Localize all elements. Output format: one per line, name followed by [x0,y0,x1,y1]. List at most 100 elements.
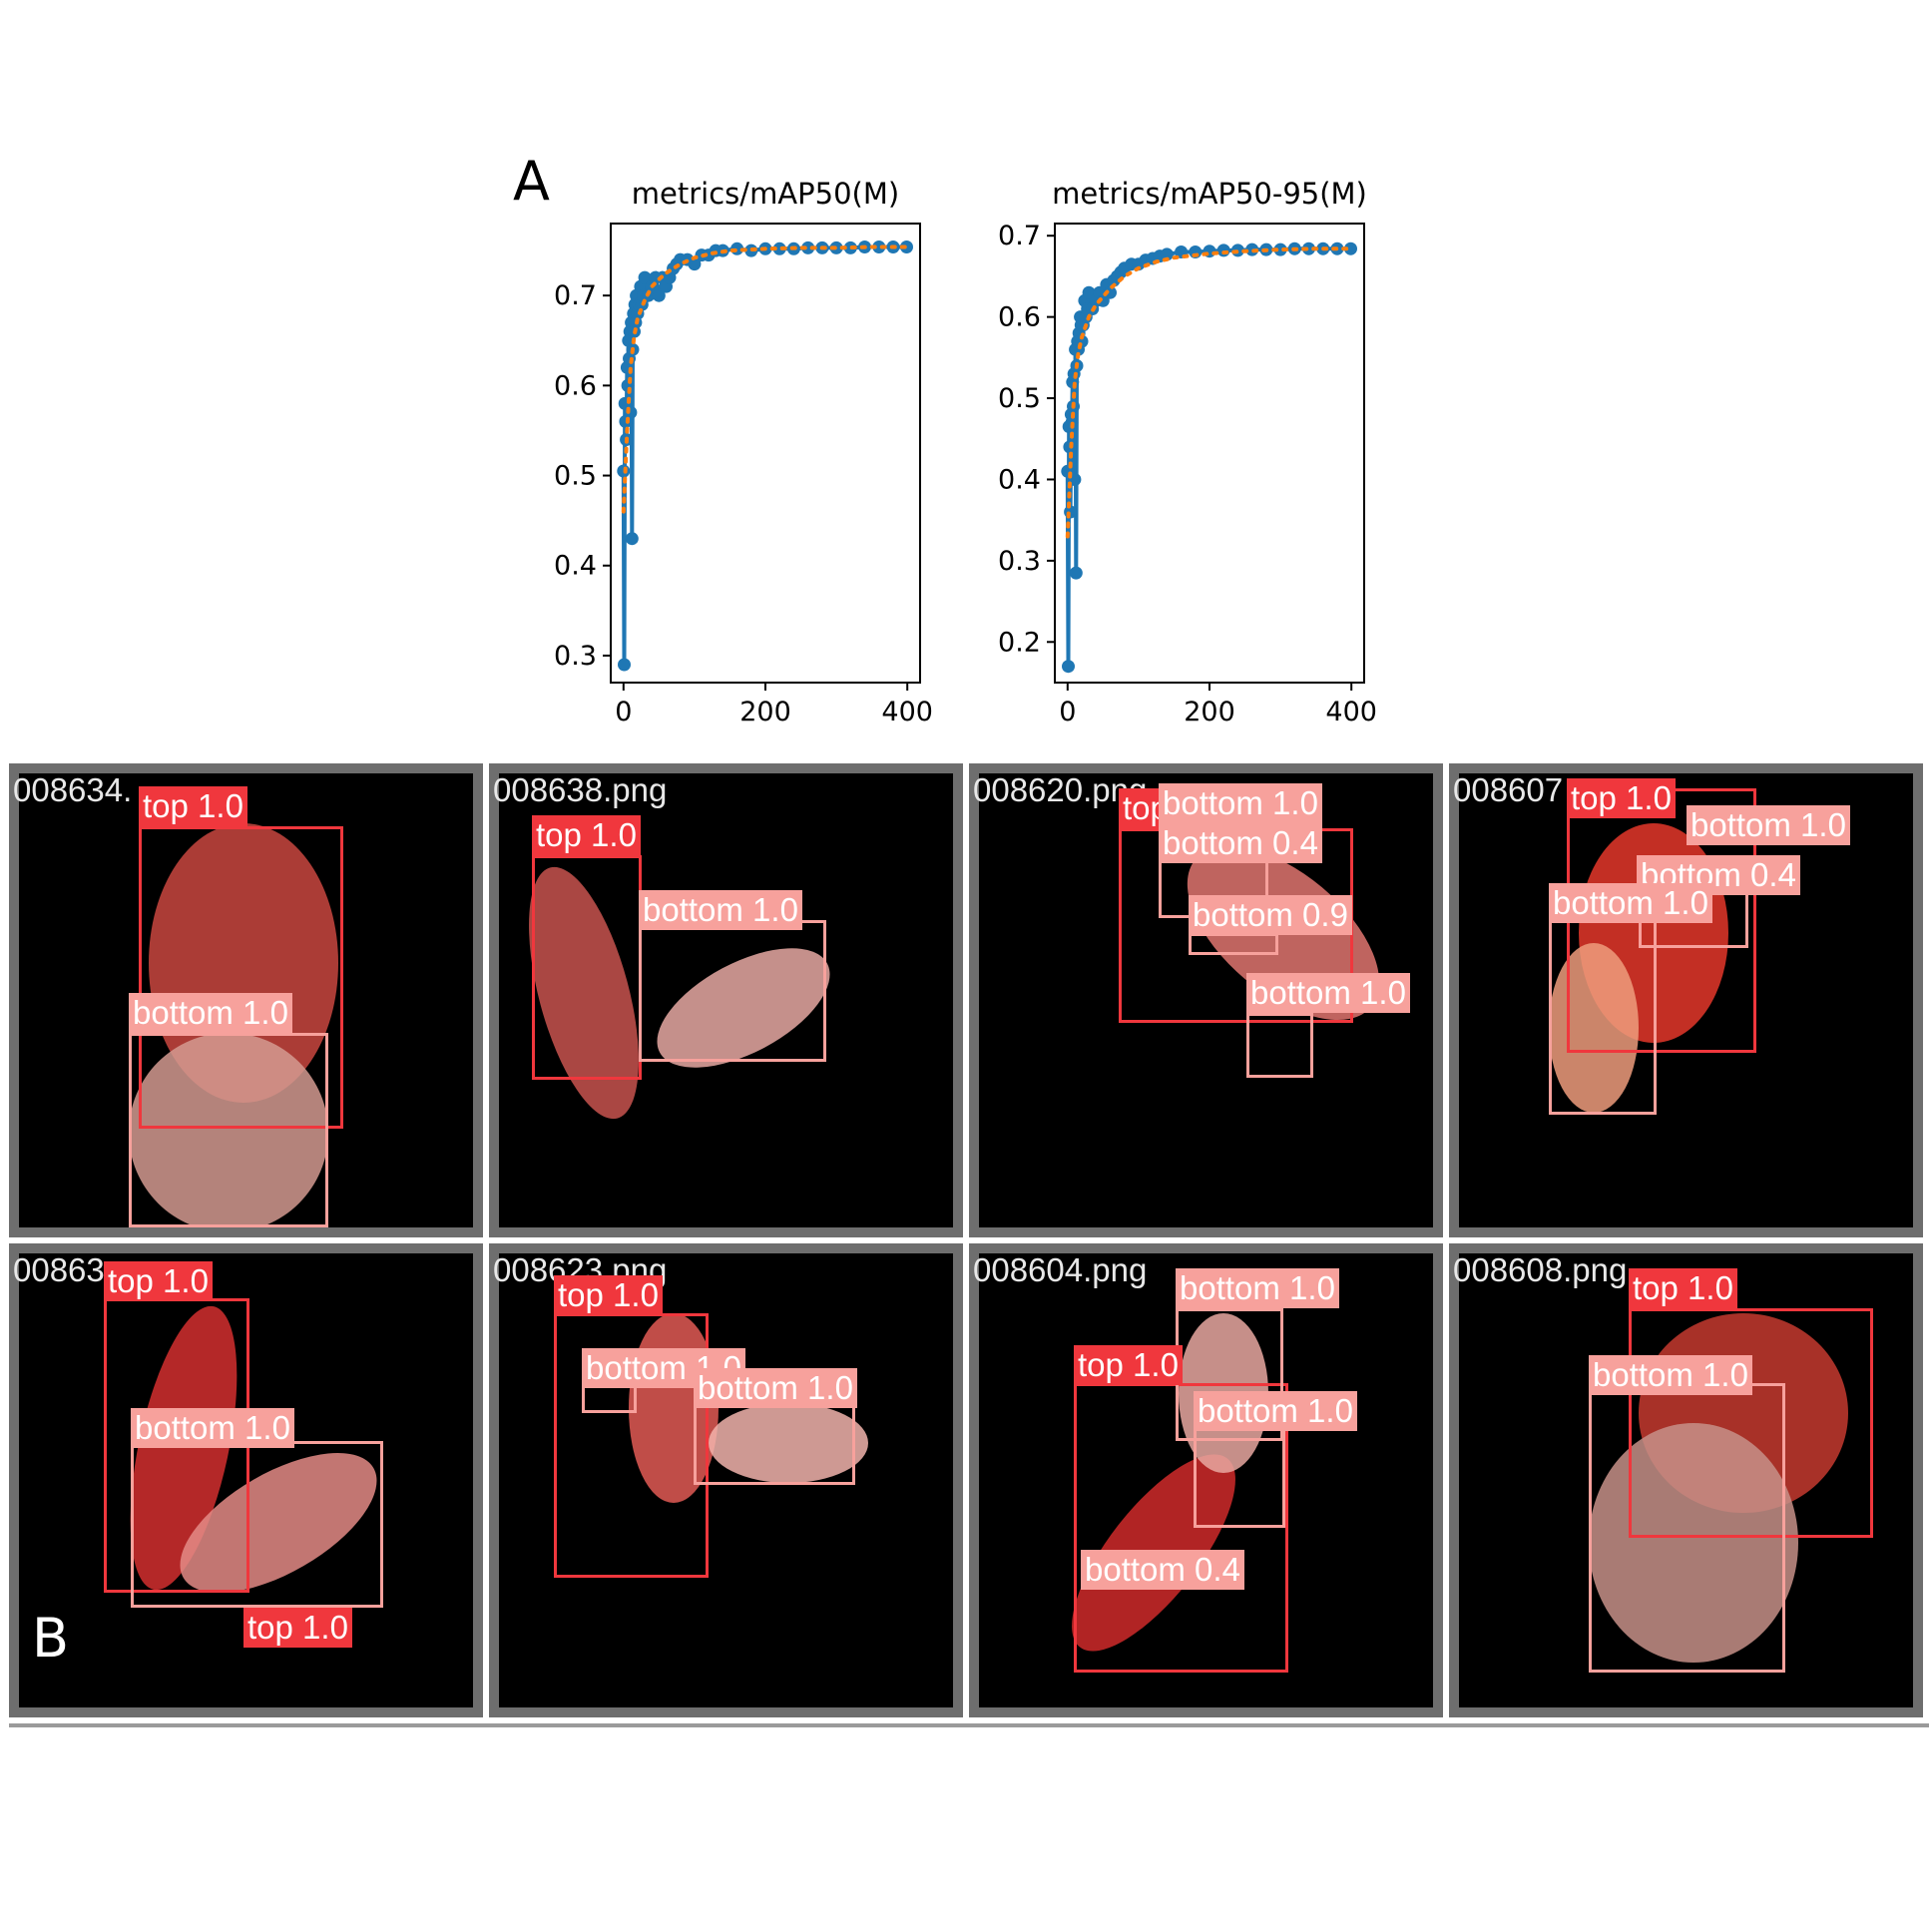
bbox-bottom [1246,1013,1313,1078]
panel-label-a: A [513,150,550,213]
chart-title: metrics/mAP50-95(M) [1052,177,1367,211]
x-tick-label: 200 [1184,697,1235,727]
goldfish-bottom-shape [1549,943,1639,1113]
label-tag-bottom: bottom 1.0 [129,993,292,1033]
tile-filename: 00863 [13,1251,105,1288]
x-tick-label: 400 [1325,697,1377,727]
bbox-bottom [639,920,826,1062]
prediction-tile: top bottom 1.0 bottom 0.4 bottom 0.9 bot… [969,763,1443,1237]
fit-line [621,244,909,514]
label-tag-bottom: bottom 1.0 [1176,1268,1339,1308]
prediction-tile: top 1.0 bottom 1.0 top 1.0 00863 [9,1243,483,1717]
x-tick-label: 200 [739,697,791,727]
label-tag-bottom: bottom 1.0 [1589,1355,1752,1395]
x-tick-label: 0 [615,697,632,727]
label-tag-bottom: bottom 1.0 [131,1408,294,1448]
tile-image: top 1.0 bottom 1.0 bottom 1.0 [499,1253,953,1707]
label-tag-bottom: bottom 1.0 [639,890,802,930]
data-point [1062,660,1075,674]
label-tag-top: top 1.0 [1074,1345,1183,1385]
bbox-bottom [694,1400,855,1485]
tile-image: top 1.0 bottom 1.0 [19,773,473,1227]
label-tag-top: top 1.0 [139,786,247,826]
data-point [801,241,815,254]
label-tag-bottom: bottom 1.0 [1194,1391,1357,1431]
prediction-tile: top 1.0 bottom 1.0 bottom 1.0 008623.png [489,1243,963,1717]
tile-filename: 008607 [1453,771,1564,808]
label-tag-bottom: bottom 1.0 [1549,883,1712,923]
y-tick-label: 0.6 [554,370,597,401]
data-point [1104,285,1117,299]
mouse-top-shape [629,1313,719,1503]
data-point [1344,242,1357,255]
series-line [621,244,907,666]
label-tag-bottom: bottom 1.0 [1687,805,1850,845]
prediction-tile: bottom 1.0 top 1.0 bottom 1.0 bottom 0.4… [969,1243,1443,1717]
tile-filename: 008608.png [1453,1251,1628,1288]
y-tick-label: 0.3 [998,546,1041,577]
bbox-bottom [1189,933,1278,955]
label-tag-bottom: bottom 1.0 [694,1368,857,1408]
frog-bottom-shape [129,1033,328,1227]
label-tag-top: top 1.0 [104,1261,213,1301]
series-line [1065,246,1351,667]
data-point [652,288,666,302]
x-tick-label: 400 [881,697,933,727]
data-point [1302,242,1315,255]
label-tag-top: top 1.0 [532,815,641,855]
bbox-bottom [131,1441,383,1608]
frog-bottom-shape [1589,1423,1798,1663]
y-tick-label: 0.7 [554,280,597,311]
data-point [688,257,702,271]
chart-title: metrics/mAP50(M) [632,177,899,211]
panel-label-b: B [32,1607,70,1670]
label-tag-top: top 1.0 [243,1608,352,1648]
y-tick-label: 0.2 [998,627,1041,658]
y-tick-label: 0.6 [998,302,1041,333]
label-tag-bottom: bottom 0.4 [1081,1550,1244,1590]
bbox-top [532,855,642,1080]
label-tag-top: top 1.0 [554,1275,663,1315]
label-tag-bottom: bottom 0.9 [1189,895,1352,935]
grid-bottom-strip [9,1723,1929,1727]
y-tick-label: 0.4 [998,464,1041,495]
tile-image: top 1.0 bottom 1.0 bottom 0.4 bottom 1.0 [1459,773,1913,1227]
y-tick-label: 0.4 [554,551,597,582]
label-tag-bottom: bottom 1.0 [1159,783,1322,823]
mouse-bottom-shape [709,1403,868,1483]
data-point [1216,243,1230,257]
bbox-top [1629,1308,1873,1538]
y-tick-label: 0.5 [554,461,597,492]
tile-filename: 008604.png [973,1251,1148,1288]
tile-image: top bottom 1.0 bottom 0.4 bottom 0.9 bot… [979,773,1433,1227]
prediction-tile: top 1.0 bottom 1.0 008608.png [1449,1243,1923,1717]
data-point [624,405,638,419]
tile-image: top 1.0 bottom 1.0 [499,773,953,1227]
tile-filename: 008620.png [973,771,1148,808]
label-tag-bottom: bottom 0.4 [1637,855,1800,895]
prediction-grid: top 1.0 bottom 1.0 008634. top 1.0 botto… [9,763,1929,1733]
data-point [625,532,639,546]
prediction-tile: top 1.0 bottom 1.0 008638.png [489,763,963,1237]
data-point [872,241,886,253]
chart-map50-95: metrics/mAP50-95(M) 0 200 400 0.2 0.3 0.4 0.5 0.… [998,177,1377,727]
bbox-top [139,826,343,1129]
tile-image: bottom 1.0 top 1.0 bottom 1.0 bottom 0.4 [979,1253,1433,1707]
prediction-tile: top 1.0 bottom 1.0 bottom 0.4 bottom 1.0… [1449,763,1923,1237]
data-point [638,270,652,284]
label-tag-bottom: bottom 0.4 [1159,823,1322,863]
y-tick-label: 0.5 [998,383,1041,414]
bbox-bottom [1194,1418,1285,1528]
data-point [1273,242,1287,256]
tile-image: top 1.0 bottom 1.0 [1459,1253,1913,1707]
bbox-bottom [1589,1383,1785,1673]
data-point [618,658,631,672]
y-tick-label: 0.7 [998,221,1041,251]
tile-image: top 1.0 bottom 1.0 top 1.0 [19,1253,473,1707]
data-point [1160,247,1174,261]
x-tick-label: 0 [1059,697,1076,727]
label-tag-top: top 1.0 [1629,1268,1737,1308]
label-tag-bottom: bottom 1.0 [1246,973,1410,1013]
tile-filename: 008634. [13,771,133,808]
data-point [1069,566,1083,580]
